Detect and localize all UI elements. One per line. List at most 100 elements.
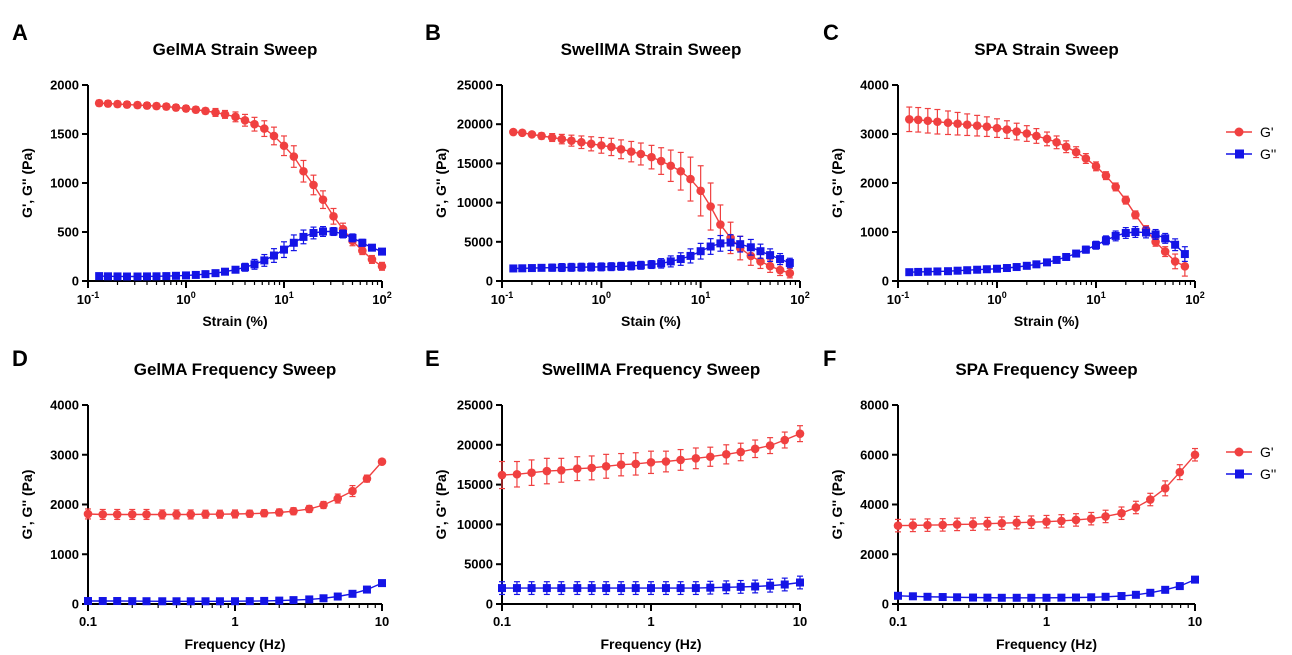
y-tick-label: 3000 — [50, 447, 79, 462]
x-axis-title: Strain (%) — [202, 313, 267, 329]
legend-marker — [1235, 149, 1244, 159]
data-point — [973, 265, 982, 274]
chart-title: SwellMA Strain Sweep — [561, 40, 742, 59]
data-point — [527, 264, 536, 273]
data-point — [274, 508, 284, 517]
data-point — [706, 583, 715, 592]
data-point — [1012, 518, 1022, 527]
x-tick-exponent: 1 — [289, 290, 294, 300]
data-point — [736, 447, 746, 457]
data-point — [367, 243, 376, 252]
data-point — [616, 460, 626, 470]
data-point — [913, 115, 923, 125]
x-tick-base: 10 — [274, 292, 288, 307]
y-axis-title: G', G'' (Pa) — [829, 470, 845, 540]
y-axis-title: G', G'' (Pa) — [19, 470, 35, 540]
data-point — [1061, 142, 1071, 152]
data-point — [1072, 249, 1081, 258]
y-tick-label: 1000 — [50, 176, 79, 191]
data-point — [98, 597, 107, 606]
data-point — [548, 263, 557, 272]
data-point — [348, 589, 357, 598]
data-point — [647, 152, 656, 162]
data-point — [152, 101, 161, 111]
data-point — [333, 494, 343, 503]
data-point — [1042, 593, 1051, 602]
data-point — [1012, 593, 1021, 602]
y-tick-label: 0 — [72, 597, 79, 612]
series-g-prime — [83, 457, 387, 521]
data-point — [943, 118, 953, 128]
legend-label: G' — [1260, 444, 1274, 460]
panel-d: D GelMA Frequency Sweep 0 1000 2000 3000 4000 0… — [12, 346, 389, 652]
series-g-double-prime — [95, 226, 386, 281]
series-g-double-prime — [509, 234, 794, 273]
data-point — [676, 166, 686, 176]
data-point — [133, 100, 142, 110]
data-point — [657, 259, 666, 268]
data-point — [171, 103, 181, 112]
data-point — [556, 465, 566, 475]
y-tick-label: 15000 — [457, 156, 493, 171]
data-point — [982, 122, 992, 131]
chart-title: GelMA Strain Sweep — [153, 40, 318, 59]
data-point — [186, 510, 196, 519]
data-point — [1131, 210, 1140, 220]
data-point — [329, 227, 338, 236]
legend-label: G'' — [1260, 146, 1276, 162]
data-point — [358, 246, 367, 255]
data-point — [231, 112, 240, 122]
data-point — [982, 265, 991, 274]
data-point — [128, 597, 137, 606]
data-point — [1022, 129, 1032, 138]
x-tick-label: 102 — [1185, 290, 1204, 307]
data-point — [716, 220, 725, 229]
data-point — [691, 584, 700, 593]
data-point — [750, 444, 760, 454]
data-point — [142, 510, 151, 519]
data-point — [686, 174, 695, 184]
x-tick-label: 10-1 — [491, 290, 513, 307]
data-point — [318, 227, 327, 236]
data-point — [1032, 260, 1041, 269]
y-axis-title: G', G'' (Pa) — [829, 148, 845, 218]
data-point — [997, 518, 1007, 528]
data-point — [250, 119, 259, 129]
x-tick-base: 10 — [691, 292, 705, 307]
x-tick-exponent: -1 — [91, 290, 99, 300]
data-point — [113, 272, 122, 281]
data-point — [289, 238, 298, 247]
data-point — [1022, 261, 1031, 270]
data-point — [1086, 514, 1096, 523]
data-point — [962, 120, 972, 129]
data-point — [157, 510, 167, 519]
data-point — [933, 117, 942, 127]
data-point — [1161, 585, 1170, 594]
x-tick-base: 10 — [1086, 292, 1100, 307]
data-point — [1026, 517, 1036, 527]
data-point — [182, 271, 190, 280]
data-point — [172, 510, 181, 519]
x-tick-exponent: 2 — [805, 290, 810, 300]
y-tick-label: 10000 — [457, 195, 493, 210]
data-point — [498, 584, 506, 593]
data-point — [893, 521, 903, 530]
data-point — [1145, 495, 1155, 504]
data-point — [666, 257, 675, 266]
data-point — [362, 474, 372, 483]
data-point — [542, 466, 552, 476]
chart-title: SwellMA Frequency Sweep — [542, 360, 761, 379]
data-point — [1002, 264, 1011, 273]
data-point — [250, 260, 259, 269]
data-point — [953, 593, 962, 602]
y-tick-label: 1000 — [50, 547, 79, 562]
data-point — [617, 262, 626, 271]
data-point — [305, 595, 314, 604]
data-point — [191, 105, 201, 114]
data-point — [766, 251, 775, 260]
x-axis-title: Frequency (Hz) — [996, 636, 1097, 652]
data-point — [1111, 231, 1120, 240]
data-point — [557, 134, 567, 144]
data-point — [923, 116, 933, 126]
data-point — [696, 186, 705, 196]
